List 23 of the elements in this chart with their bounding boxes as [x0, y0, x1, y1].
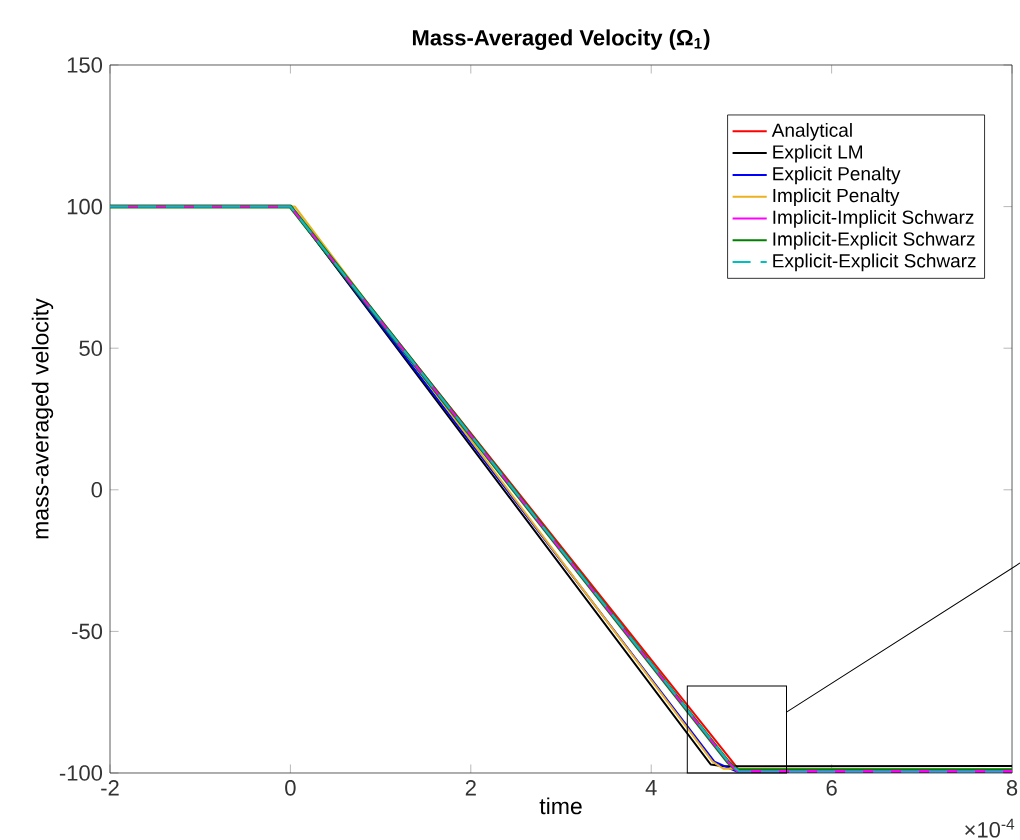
- chart-title: Mass-Averaged Velocity (Ω$_{1}$): [412, 29, 710, 50]
- y-tick-label: 0: [91, 482, 103, 498]
- x-tick-label: 6: [826, 780, 837, 796]
- legend-label: Implicit-Explicit Schwarz: [773, 231, 975, 250]
- y-tick-label: 150: [67, 57, 103, 73]
- legend-label: Implicit-Implicit Schwarz: [773, 210, 974, 228]
- legend-label: Explicit Penalty: [773, 166, 901, 185]
- x-tick-label: 8: [1006, 780, 1018, 796]
- legend-label: Explicit LM: [773, 144, 863, 163]
- legend-label: Implicit Penalty: [773, 188, 900, 206]
- x-tick-label: 2: [465, 780, 476, 796]
- legend-label: Explicit-Explicit Schwarz: [773, 253, 976, 272]
- y-axis-title: mass-averaged velocity: [31, 298, 54, 539]
- x-tick-label: -2: [101, 780, 119, 796]
- legend-label: Analytical: [771, 122, 852, 141]
- x-tick-label: 4: [645, 780, 657, 796]
- y-tick-label: 100: [67, 198, 103, 215]
- text: ×10$^{-4}$: [965, 818, 1015, 838]
- y-tick-label: -100: [59, 765, 103, 781]
- x-axis-title: time: [539, 797, 582, 815]
- y-tick-label: -50: [72, 623, 103, 640]
- y-tick-label: 50: [79, 340, 103, 356]
- x-tick-label: 0: [285, 780, 296, 796]
